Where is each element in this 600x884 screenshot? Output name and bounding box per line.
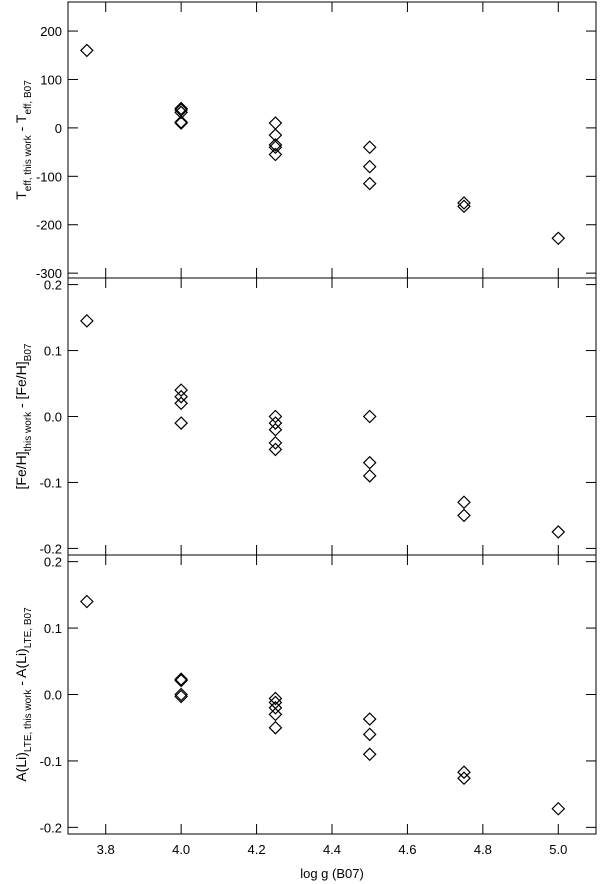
y-axis-label-sub: this work	[23, 411, 34, 451]
y-axis-label-sub: eff, this work	[23, 134, 34, 191]
x-tick-label: 4.4	[323, 842, 341, 857]
point	[457, 199, 471, 214]
point	[268, 436, 283, 450]
y-tick-label: 0.2	[44, 555, 62, 570]
point	[268, 422, 283, 437]
y-tick-label: 0.0	[44, 410, 62, 425]
point	[268, 137, 283, 152]
y-tick-label: -0.1	[40, 475, 62, 490]
point	[362, 140, 377, 155]
y-axis-label-sub: LTE, this work	[23, 689, 34, 753]
y-tick-label: -200	[36, 218, 62, 233]
y-axis-label-part: - T	[13, 114, 29, 135]
y-axis-label-part: - A(Li)	[13, 648, 29, 689]
point	[174, 101, 188, 116]
y-tick-label: -300	[36, 266, 62, 281]
point	[362, 409, 377, 424]
point	[174, 396, 188, 411]
x-axis-label: log g (B07)	[300, 866, 364, 881]
point	[457, 771, 471, 786]
plot-frame	[67, 554, 597, 835]
point	[268, 147, 283, 162]
point	[268, 116, 283, 130]
x-tick-label: 4.8	[474, 842, 492, 857]
point	[551, 525, 566, 539]
y-axis-label-sub: LTE, B07	[23, 607, 34, 648]
point	[362, 455, 377, 470]
point	[174, 383, 188, 397]
y-axis-label: [Fe/H]this work - [Fe/H]B07	[13, 343, 34, 489]
plot-frame	[67, 1, 597, 279]
y-axis-label-part: - [Fe/H]	[13, 361, 29, 412]
point	[268, 416, 283, 430]
point	[268, 720, 283, 735]
point	[457, 765, 471, 780]
point	[268, 409, 283, 424]
y-axis-label-part: A(Li)	[13, 752, 29, 782]
point	[268, 442, 283, 457]
point	[362, 159, 377, 174]
y-axis-label: A(Li)LTE, this work - A(Li)LTE, B07	[13, 607, 34, 782]
point	[80, 314, 94, 328]
x-tick-label: 4.6	[398, 842, 416, 857]
plot-frame	[67, 277, 597, 556]
point	[268, 691, 283, 706]
point	[457, 196, 471, 210]
y-axis-label: Teff, this work - Teff, B07	[13, 80, 34, 200]
y-tick-label: 100	[40, 72, 62, 87]
point	[174, 116, 188, 130]
y-tick-label: 0	[55, 121, 62, 136]
y-tick-label: -0.2	[40, 820, 62, 835]
y-axis-label-sub: B07	[23, 343, 34, 361]
x-tick-label: 4.0	[172, 842, 190, 857]
point	[174, 115, 188, 129]
point	[551, 801, 566, 816]
x-tick-label: 5.0	[549, 842, 567, 857]
point	[362, 747, 377, 762]
point	[362, 727, 377, 742]
point	[362, 176, 377, 191]
point	[80, 594, 94, 609]
point	[174, 389, 188, 404]
point	[174, 689, 188, 704]
point	[268, 700, 283, 715]
point	[268, 140, 283, 155]
y-tick-label: -100	[36, 169, 62, 184]
y-tick-label: 0.0	[44, 688, 62, 703]
point	[457, 508, 471, 523]
y-tick-label: 200	[40, 24, 62, 39]
point	[174, 673, 188, 688]
point	[174, 687, 188, 702]
point	[362, 469, 377, 483]
point	[174, 105, 188, 120]
y-tick-label: 0.1	[44, 344, 62, 359]
y-axis-label-part: T	[13, 191, 29, 200]
y-tick-label: 0.2	[44, 278, 62, 293]
point	[80, 43, 94, 58]
x-tick-label: 4.2	[248, 842, 266, 857]
y-tick-label: 0.1	[44, 621, 62, 636]
y-axis-label-part: [Fe/H]	[13, 451, 29, 489]
point	[551, 231, 566, 246]
point	[457, 495, 471, 510]
point	[174, 672, 188, 687]
y-tick-label: -0.1	[40, 754, 62, 769]
y-tick-label: -0.2	[40, 541, 62, 556]
x-tick-label: 3.8	[97, 842, 115, 857]
point	[174, 416, 188, 430]
point	[268, 707, 283, 722]
point	[362, 712, 377, 726]
y-axis-label-sub: eff, B07	[23, 80, 34, 115]
